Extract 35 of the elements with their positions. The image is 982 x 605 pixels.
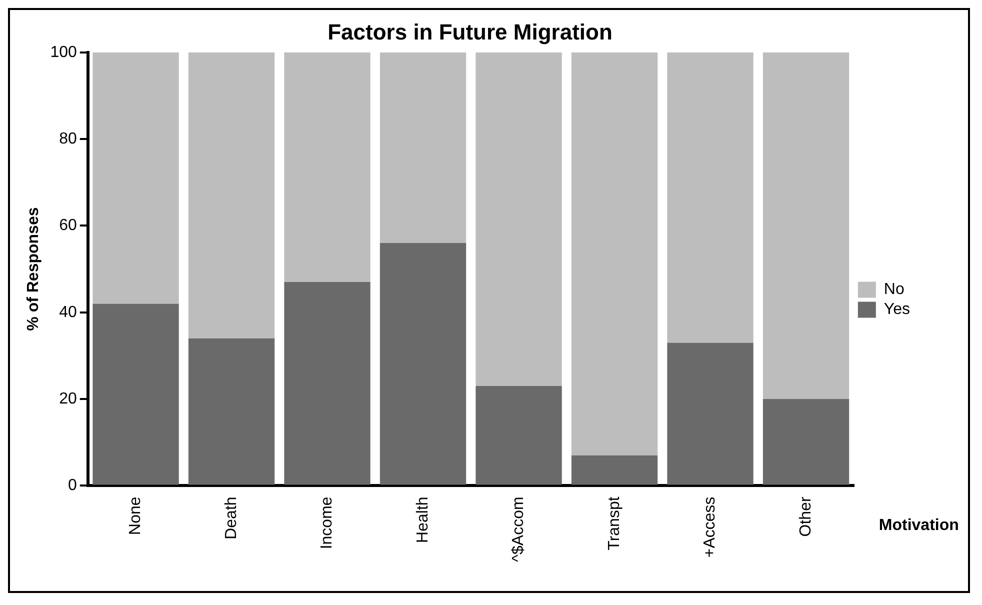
bar: [571, 52, 658, 456]
x-tick-label: Death: [222, 496, 240, 540]
bar: [476, 52, 562, 386]
x-axis-title: Motivation: [878, 516, 959, 534]
bar: [380, 52, 466, 244]
x-tick-label: +Access: [702, 496, 719, 558]
bar: [92, 52, 179, 304]
bar: [762, 399, 850, 485]
bar: [762, 52, 850, 400]
bar: [284, 52, 370, 282]
bar: [571, 455, 658, 485]
x-tick-label: Other: [797, 496, 814, 537]
y-tick-label: 40: [59, 304, 77, 321]
chart-title: Factors in Future Migration: [328, 19, 612, 44]
x-tick-label: ^$Accom: [510, 496, 528, 562]
bar: [284, 282, 370, 485]
bar: [380, 243, 466, 485]
x-tick-label: Income: [318, 496, 336, 550]
bar: [92, 304, 179, 485]
y-axis-title: % of Responses: [25, 207, 42, 331]
x-tick-label: None: [127, 496, 144, 535]
y-tick-label: 80: [59, 130, 77, 148]
bar: [188, 52, 275, 338]
x-tick-label: Health: [414, 496, 432, 543]
legend-label: No: [884, 281, 904, 298]
y-tick-label: 60: [59, 217, 77, 234]
bar: [667, 52, 754, 343]
y-tick-label: 20: [59, 390, 77, 408]
legend-label: Yes: [884, 301, 910, 318]
bar: [188, 338, 275, 485]
y-tick-label: 100: [50, 44, 77, 61]
x-tick-label: Transpt: [606, 496, 623, 550]
bar: [476, 386, 562, 485]
bar: [667, 342, 754, 485]
y-tick-label: 0: [68, 477, 77, 494]
